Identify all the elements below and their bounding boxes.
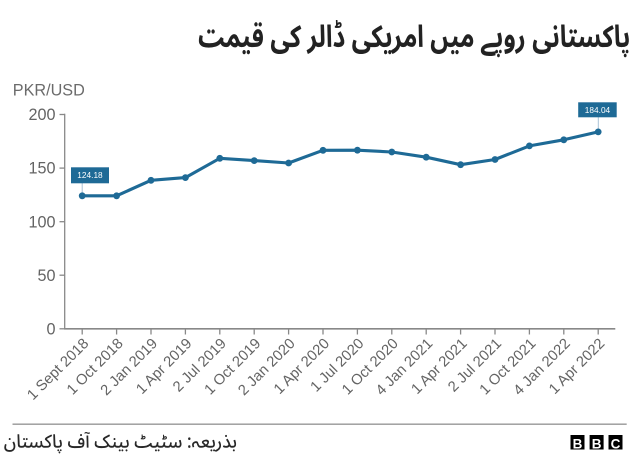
svg-text:150: 150 [28,160,55,178]
svg-text:B: B [573,436,583,451]
svg-text:124.18: 124.18 [77,170,103,180]
svg-text:C: C [611,436,621,451]
svg-text:100: 100 [28,213,55,231]
svg-text:200: 200 [28,106,55,124]
svg-text:B: B [592,436,602,451]
svg-text:50: 50 [37,267,55,285]
svg-text:PKR/USD: PKR/USD [13,81,85,99]
svg-text:184.04: 184.04 [585,105,611,115]
svg-text:0: 0 [46,320,55,338]
